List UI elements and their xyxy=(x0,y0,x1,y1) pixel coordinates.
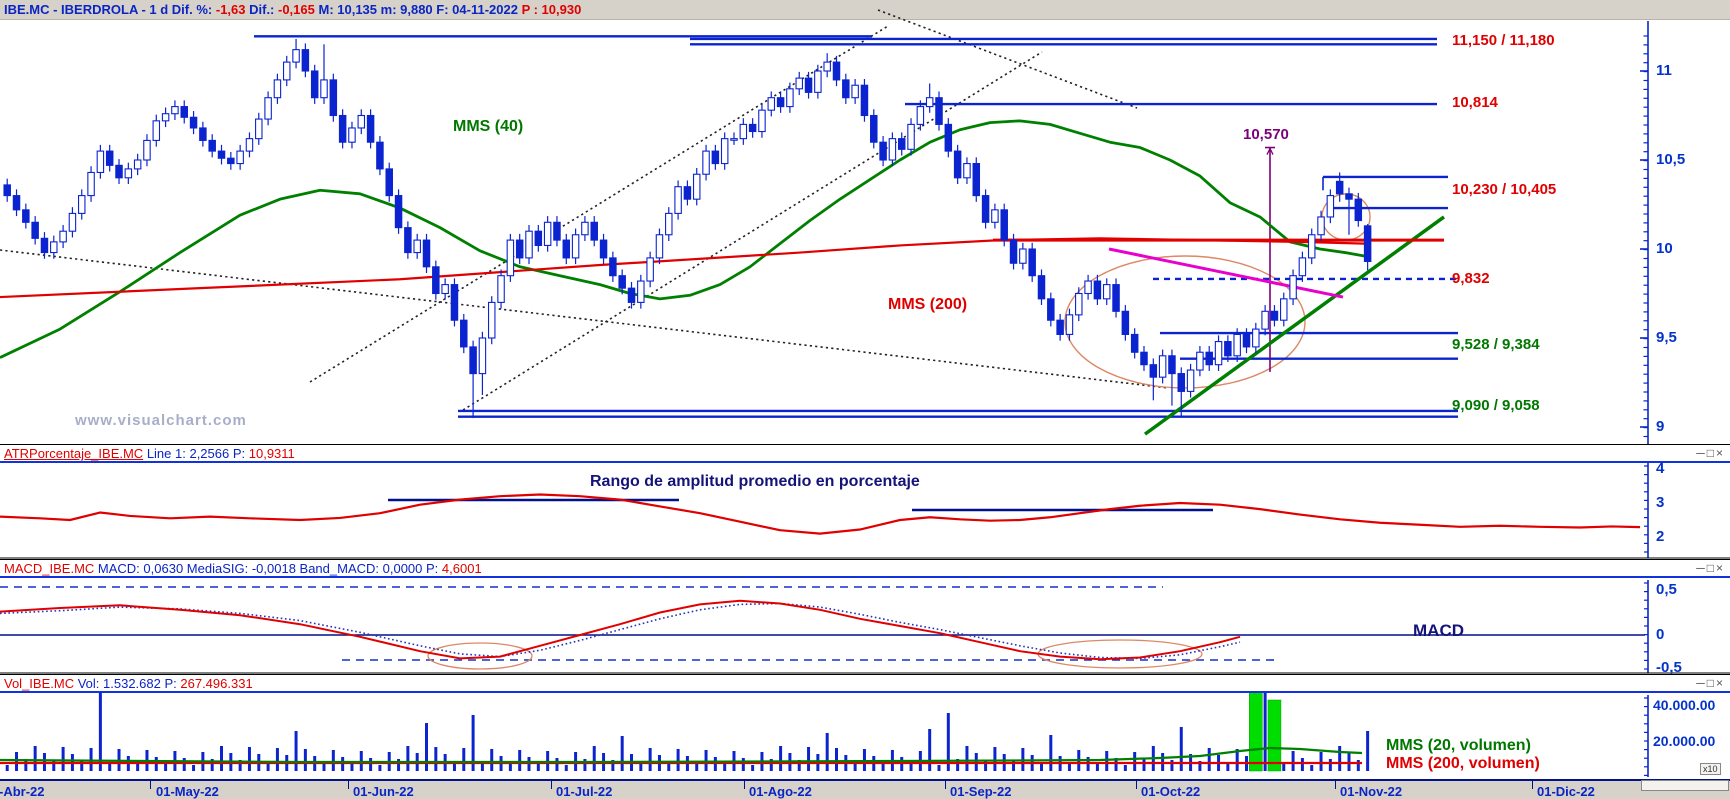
time-axis-label: 01-Dic-22 xyxy=(1537,784,1595,799)
header-text-part: P: xyxy=(160,676,181,691)
price-level-label: 9,528 / 9,384 xyxy=(1452,336,1540,354)
header-text-part: -0,165 xyxy=(278,2,315,17)
time-axis-tick xyxy=(551,781,552,789)
time-axis-label: -Abr-22 xyxy=(0,784,45,799)
time-axis-tick xyxy=(744,781,745,789)
price-axis-label: 11 xyxy=(1656,62,1672,79)
header-text-part: 0,0000 xyxy=(382,561,423,576)
time-axis-tick xyxy=(348,781,349,789)
time-axis-tick xyxy=(1532,781,1533,789)
volume-mms200-label: MMS (200, volumen) xyxy=(1386,755,1540,772)
time-axis-tick xyxy=(945,781,946,789)
atr-panel-header: ATRPorcentaje_IBE.MC Line 1: 2,2566 P: 1… xyxy=(0,444,1730,463)
minimize-icon[interactable]: ─ xyxy=(1696,561,1707,575)
header-text-part: 1.532.682 xyxy=(103,676,161,691)
time-axis-label: 01-Jul-22 xyxy=(556,784,613,799)
header-text-part: P: xyxy=(229,446,249,461)
header-text-part: 4,6001 xyxy=(441,561,482,576)
minimize-icon[interactable]: ─ xyxy=(1696,676,1707,690)
restore-icon[interactable]: □ xyxy=(1706,561,1716,575)
macd-panel-header: MACD_IBE.MC MACD: 0,0630 MediaSIG: -0,00… xyxy=(0,559,1730,578)
header-text-part: MediaSIG: xyxy=(183,561,252,576)
header-text-part: Line 1: xyxy=(143,446,190,461)
header-text-part: 267.496.331 xyxy=(180,676,253,691)
restore-icon[interactable]: □ xyxy=(1706,676,1716,690)
price-level-label: 10,814 xyxy=(1452,94,1498,112)
atr-window-controls: ─□× xyxy=(1694,446,1727,461)
header-text-part: -1,63 xyxy=(215,2,246,17)
macd-window-controls: ─□× xyxy=(1694,561,1727,576)
mms200-label: MMS (200) xyxy=(888,296,968,313)
header-text-part: ATRPorcentaje_IBE.MC xyxy=(4,446,144,461)
atr-panel-title: Rango de amplitud promedio en porcentaje xyxy=(590,473,920,490)
time-axis[interactable]: -Abr-22 01-May-22 01-Jun-22 01-Jul-22 01-Ago… xyxy=(0,779,1730,799)
price-axis-label: 10 xyxy=(1656,240,1673,257)
time-axis-label: 01-Nov-22 xyxy=(1340,784,1403,799)
price-level-label: 9,832 xyxy=(1452,270,1490,288)
macd-axis-label: 0 xyxy=(1656,626,1665,643)
chart-title-bar: IBE.MC - IBERDROLA - 1 d Dif. %: -1,63 D… xyxy=(0,0,1730,20)
time-axis-label: 01-Jun-22 xyxy=(353,784,414,799)
price-axis-label: 9,5 xyxy=(1656,329,1677,346)
atr-axis-label: 3 xyxy=(1656,494,1665,511)
volume-axis-label: 20.000.00 xyxy=(1653,733,1716,749)
mms40-label: MMS (40) xyxy=(453,118,524,135)
header-text-part: MACD_IBE.MC xyxy=(4,561,95,576)
macd-panel-label: MACD xyxy=(1413,621,1464,640)
header-text-part: -0,0018 xyxy=(251,561,296,576)
time-axis-label: 01-Oct-22 xyxy=(1141,784,1201,799)
close-icon[interactable]: × xyxy=(1715,446,1725,460)
atr-axis-label: 4 xyxy=(1656,460,1665,477)
restore-icon[interactable]: □ xyxy=(1706,446,1716,460)
close-icon[interactable]: × xyxy=(1715,561,1725,575)
header-text-part: MACD: xyxy=(94,561,144,576)
measure-label: 10,570 xyxy=(1243,125,1289,143)
header-text-part: IBE.MC - IBERDROLA - 1 d Dif. %: xyxy=(4,2,216,17)
volume-panel-header: Vol_IBE.MC Vol: 1.532.682 P: 267.496.331… xyxy=(0,674,1730,693)
time-axis-tick xyxy=(150,781,151,789)
header-text-part: Vol_IBE.MC xyxy=(4,676,75,691)
macd-axis-label: -0,5 xyxy=(1656,659,1682,676)
header-text-part: P: xyxy=(422,561,442,576)
header-text-part: 10,9311 xyxy=(248,446,295,461)
volume-mms20-label: MMS (20, volumen) xyxy=(1386,737,1531,754)
time-axis-label: 01-Sep-22 xyxy=(950,784,1012,799)
macd-axis-label: 0,5 xyxy=(1656,581,1677,598)
close-icon[interactable]: × xyxy=(1715,676,1725,690)
volume-window-controls: ─□× xyxy=(1694,676,1727,691)
time-axis-label: 01-Ago-22 xyxy=(749,784,812,799)
volume-multiplier-badge: x10 xyxy=(1700,763,1721,775)
scroll-corner-widget[interactable] xyxy=(1641,780,1729,791)
price-axis-label: 10,5 xyxy=(1656,151,1686,168)
price-axis-label: 9 xyxy=(1656,418,1665,435)
price-level-label: 10,230 / 10,405 xyxy=(1452,181,1557,199)
header-text-part: Vol: xyxy=(74,676,104,691)
price-level-label: 11,150 / 11,180 xyxy=(1452,31,1555,49)
time-axis-tick xyxy=(1335,781,1336,789)
header-text-part: M: 10,135 m: 9,880 F: 04-11-2022 xyxy=(314,2,522,17)
header-text-part: Band_MACD: xyxy=(295,561,383,576)
price-level-label: 9,090 / 9,058 xyxy=(1452,396,1540,414)
header-text-part: 0,0630 xyxy=(143,561,184,576)
header-text-part: Dif.: xyxy=(245,2,278,17)
atr-axis-label: 2 xyxy=(1656,528,1665,545)
header-text-part: P : 10,930 xyxy=(521,2,582,17)
time-axis-tick xyxy=(1136,781,1137,789)
header-text-part: 2,2566 xyxy=(189,446,230,461)
visualchart-watermark: www.visualchart.com xyxy=(75,412,247,429)
minimize-icon[interactable]: ─ xyxy=(1696,446,1707,460)
time-axis-label: 01-May-22 xyxy=(156,784,219,799)
volume-axis-label: 40.000.00 xyxy=(1653,697,1716,713)
